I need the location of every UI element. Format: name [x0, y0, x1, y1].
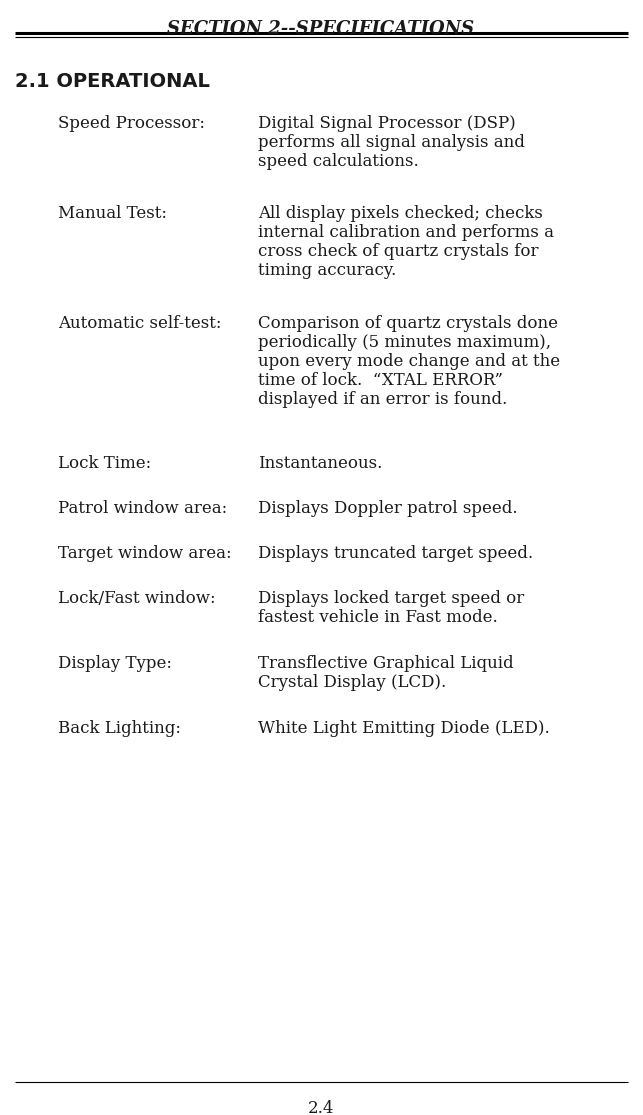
- Text: 2.1 OPERATIONAL: 2.1 OPERATIONAL: [15, 72, 210, 91]
- Text: internal calibration and performs a: internal calibration and performs a: [258, 224, 554, 241]
- Text: Display Type:: Display Type:: [58, 655, 172, 672]
- Text: performs all signal analysis and: performs all signal analysis and: [258, 134, 525, 151]
- Text: Comparison of quartz crystals done: Comparison of quartz crystals done: [258, 316, 558, 332]
- Text: All display pixels checked; checks: All display pixels checked; checks: [258, 205, 543, 222]
- Text: SECTION 2--SPECIFICATIONS: SECTION 2--SPECIFICATIONS: [167, 20, 475, 38]
- Text: periodically (5 minutes maximum),: periodically (5 minutes maximum),: [258, 334, 551, 351]
- Text: Transflective Graphical Liquid: Transflective Graphical Liquid: [258, 655, 514, 672]
- Text: Manual Test:: Manual Test:: [58, 205, 167, 222]
- Text: time of lock.  “XTAL ERROR”: time of lock. “XTAL ERROR”: [258, 372, 503, 389]
- Text: Target window area:: Target window area:: [58, 545, 231, 562]
- Text: speed calculations.: speed calculations.: [258, 153, 419, 169]
- Text: timing accuracy.: timing accuracy.: [258, 262, 396, 279]
- Text: Automatic self-test:: Automatic self-test:: [58, 316, 221, 332]
- Text: Instantaneous.: Instantaneous.: [258, 455, 383, 472]
- Text: White Light Emitting Diode (LED).: White Light Emitting Diode (LED).: [258, 720, 550, 737]
- Text: 2.4: 2.4: [308, 1101, 334, 1115]
- Text: Displays truncated target speed.: Displays truncated target speed.: [258, 545, 533, 562]
- Text: Back Lighting:: Back Lighting:: [58, 720, 181, 737]
- Text: Crystal Display (LCD).: Crystal Display (LCD).: [258, 673, 446, 691]
- Text: displayed if an error is found.: displayed if an error is found.: [258, 391, 507, 408]
- Text: Speed Processor:: Speed Processor:: [58, 115, 205, 132]
- Text: Lock/Fast window:: Lock/Fast window:: [58, 590, 215, 607]
- Text: fastest vehicle in Fast mode.: fastest vehicle in Fast mode.: [258, 609, 498, 626]
- Text: Displays locked target speed or: Displays locked target speed or: [258, 590, 524, 607]
- Text: cross check of quartz crystals for: cross check of quartz crystals for: [258, 243, 538, 260]
- Text: upon every mode change and at the: upon every mode change and at the: [258, 353, 560, 370]
- Text: Lock Time:: Lock Time:: [58, 455, 151, 472]
- Text: Digital Signal Processor (DSP): Digital Signal Processor (DSP): [258, 115, 516, 132]
- Text: Displays Doppler patrol speed.: Displays Doppler patrol speed.: [258, 500, 518, 517]
- Text: Patrol window area:: Patrol window area:: [58, 500, 227, 517]
